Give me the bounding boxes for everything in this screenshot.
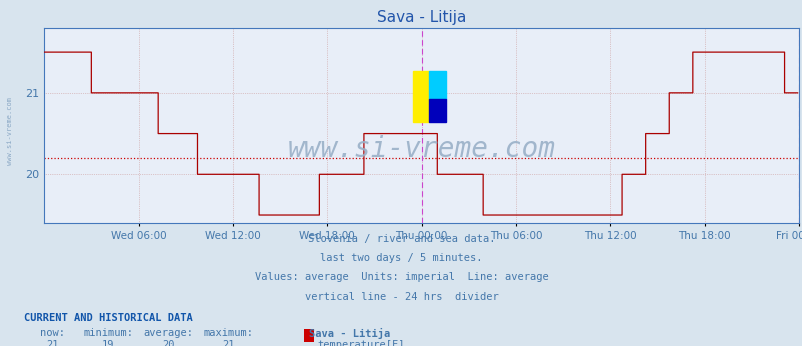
Text: temperature[F]: temperature[F]	[317, 340, 404, 346]
Text: 21: 21	[46, 340, 59, 346]
Bar	[428, 99, 445, 121]
Bar	[412, 71, 428, 121]
Title: Sava - Litija: Sava - Litija	[376, 10, 466, 25]
Text: CURRENT AND HISTORICAL DATA: CURRENT AND HISTORICAL DATA	[24, 313, 192, 323]
Text: 20: 20	[162, 340, 175, 346]
Text: now:: now:	[39, 328, 65, 338]
Text: average:: average:	[144, 328, 193, 338]
Text: maximum:: maximum:	[204, 328, 253, 338]
Text: 21: 21	[222, 340, 235, 346]
Bar	[428, 71, 445, 99]
Text: www.si-vreme.com: www.si-vreme.com	[6, 98, 13, 165]
Text: minimum:: minimum:	[83, 328, 133, 338]
Text: Sava - Litija: Sava - Litija	[309, 328, 390, 339]
Text: vertical line - 24 hrs  divider: vertical line - 24 hrs divider	[304, 292, 498, 302]
Text: last two days / 5 minutes.: last two days / 5 minutes.	[320, 253, 482, 263]
Text: Slovenia / river and sea data.: Slovenia / river and sea data.	[307, 234, 495, 244]
Text: 19: 19	[102, 340, 115, 346]
Text: www.si-vreme.com: www.si-vreme.com	[287, 135, 555, 163]
Text: Values: average  Units: imperial  Line: average: Values: average Units: imperial Line: av…	[254, 272, 548, 282]
